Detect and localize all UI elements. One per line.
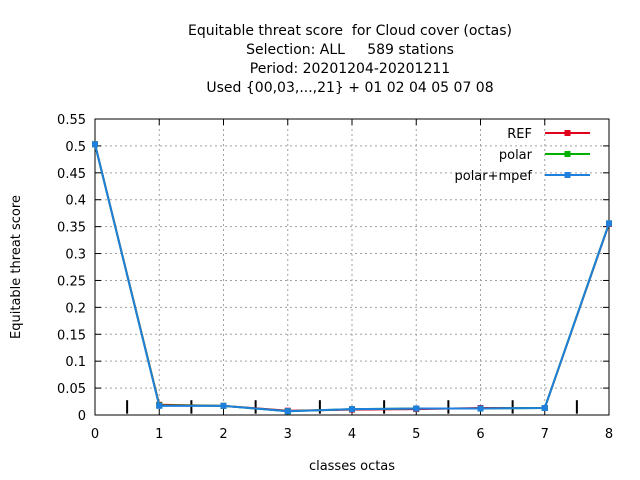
x-tick-label: 6 xyxy=(476,427,484,442)
y-tick-label: 0.5 xyxy=(65,140,86,155)
title-line-2: Selection: ALL 589 stations xyxy=(246,42,454,58)
y-tick-label: 0.25 xyxy=(57,274,86,289)
x-tick-label: 3 xyxy=(284,427,292,442)
x-tick-label: 8 xyxy=(605,427,613,442)
data-point xyxy=(606,220,612,227)
title-line-1: Equitable threat score for Cloud cover (… xyxy=(188,23,512,39)
y-tick-label: 0.15 xyxy=(57,328,86,343)
x-axis-label: classes octas xyxy=(309,459,395,474)
data-point xyxy=(220,402,227,409)
data-point xyxy=(541,405,548,412)
series-1 xyxy=(92,141,612,415)
x-tick-label: 2 xyxy=(219,427,227,442)
legend-label: polar xyxy=(499,148,533,163)
title-line-3: Period: 20201204-20201211 xyxy=(250,61,450,77)
y-tick-label: 0.35 xyxy=(57,221,86,236)
legend-label: REF xyxy=(507,127,532,142)
y-tick-label: 0.2 xyxy=(65,301,86,316)
data-point xyxy=(156,402,163,409)
data-point xyxy=(92,141,98,148)
data-point xyxy=(284,408,291,415)
y-axis-label: Equitable threat score xyxy=(9,195,24,339)
x-tick-label: 5 xyxy=(412,427,420,442)
legend-label: polar+mpef xyxy=(454,169,532,184)
y-tick-label: 0.55 xyxy=(57,113,86,128)
series-0 xyxy=(92,141,612,414)
data-point xyxy=(349,406,355,413)
legend-marker xyxy=(564,151,571,157)
legend-marker xyxy=(564,172,571,178)
y-tick-label: 0.4 xyxy=(65,194,86,209)
minor-markers xyxy=(126,400,578,414)
x-tick-label: 0 xyxy=(91,427,99,442)
series-2 xyxy=(92,141,612,415)
y-tick-label: 0.45 xyxy=(57,167,86,182)
x-axis: 0 1 2 3 4 5 6 7 8 xyxy=(91,119,613,442)
y-tick-label: 0 xyxy=(78,409,86,424)
chart-title: Equitable threat score for Cloud cover (… xyxy=(188,23,512,96)
data-point xyxy=(477,405,484,412)
x-tick-label: 7 xyxy=(541,427,549,442)
x-tick-label: 1 xyxy=(155,427,163,442)
data-point xyxy=(413,405,420,412)
y-tick-label: 0.3 xyxy=(65,248,86,263)
series-layer xyxy=(92,141,612,415)
title-line-4: Used {00,03,...,21} + 01 02 04 05 07 08 xyxy=(206,80,493,96)
legend: REF polar polar+mpef xyxy=(454,127,590,184)
y-tick-label: 0.1 xyxy=(65,355,86,370)
legend-marker xyxy=(564,130,571,136)
y-tick-label: 0.05 xyxy=(57,382,86,397)
y-axis: 0 0.05 0.1 0.15 0.2 0.25 0.3 0.35 0.4 0.45 0.5 0.55 xyxy=(57,113,609,424)
grid xyxy=(95,119,609,415)
x-tick-label: 4 xyxy=(348,427,356,442)
